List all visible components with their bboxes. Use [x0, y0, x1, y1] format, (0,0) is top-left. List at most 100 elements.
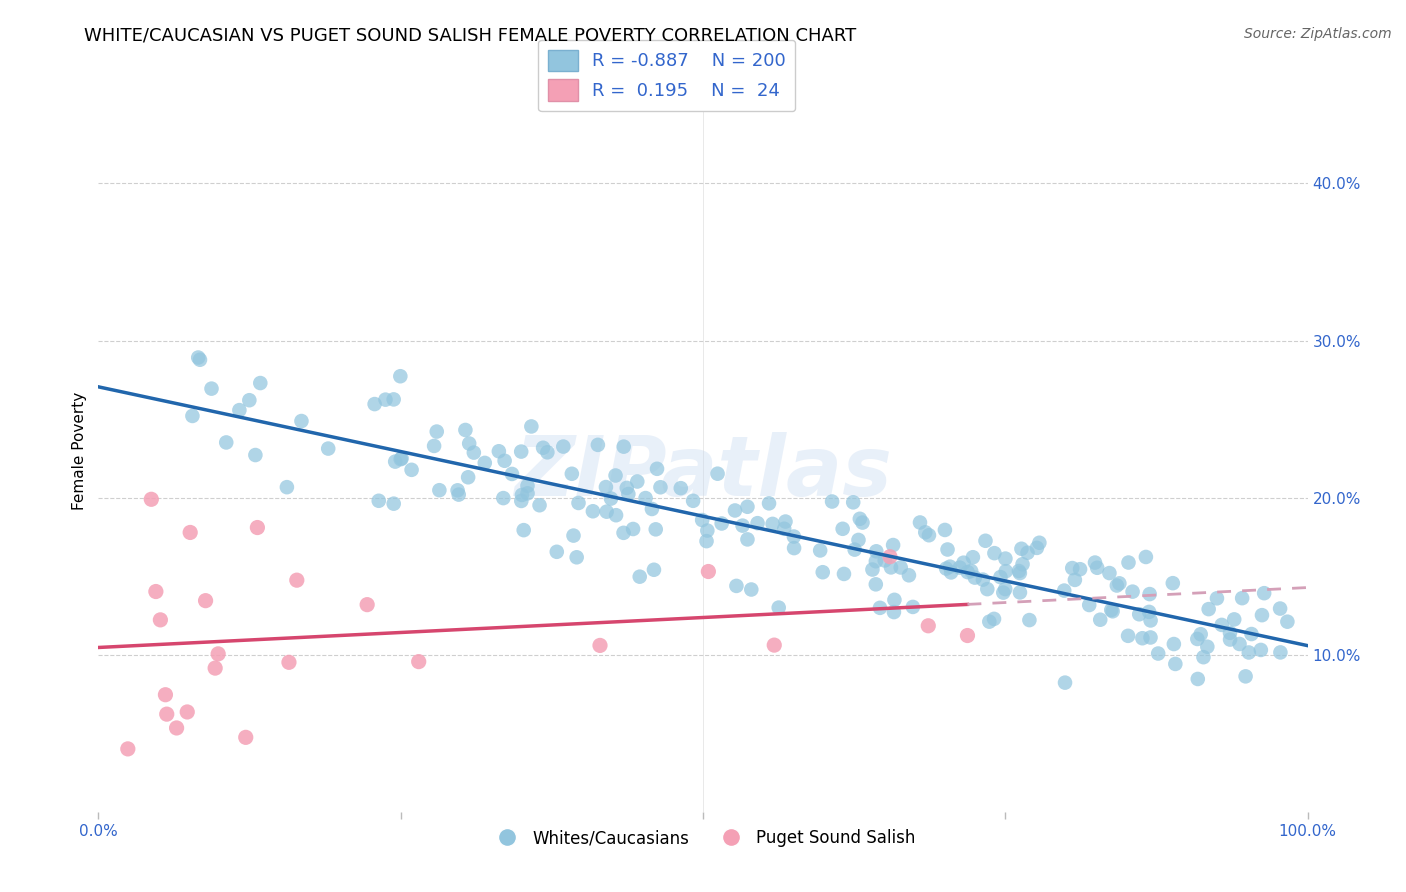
Point — [1018, 613, 1040, 627]
Point — [983, 546, 1005, 560]
Point — [391, 451, 413, 466]
Point — [245, 448, 267, 462]
Point — [737, 500, 759, 514]
Point — [1147, 647, 1170, 661]
Point — [869, 600, 891, 615]
Point — [1237, 645, 1260, 659]
Point — [389, 369, 412, 384]
Point — [1161, 576, 1184, 591]
Point — [643, 563, 665, 577]
Point — [149, 613, 172, 627]
Point — [536, 445, 558, 459]
Point — [246, 520, 269, 534]
Point — [849, 512, 872, 526]
Point — [956, 565, 979, 579]
Point — [763, 638, 786, 652]
Point — [463, 445, 485, 459]
Point — [983, 612, 1005, 626]
Point — [773, 522, 796, 536]
Point — [546, 545, 568, 559]
Point — [1229, 637, 1251, 651]
Point — [553, 440, 575, 454]
Point — [626, 475, 648, 489]
Point — [1223, 612, 1246, 626]
Point — [1139, 631, 1161, 645]
Point — [783, 541, 806, 555]
Point — [1137, 605, 1160, 619]
Point — [952, 556, 974, 570]
Point — [586, 438, 609, 452]
Point — [1008, 564, 1031, 578]
Point — [696, 534, 718, 549]
Point — [1268, 601, 1291, 615]
Point — [1270, 645, 1292, 659]
Point — [908, 516, 931, 530]
Point — [994, 582, 1017, 596]
Point — [1105, 578, 1128, 592]
Point — [616, 481, 638, 495]
Point — [1025, 541, 1047, 555]
Point — [1098, 566, 1121, 580]
Point — [842, 495, 865, 509]
Point — [897, 568, 920, 582]
Point — [1090, 613, 1112, 627]
Point — [510, 494, 533, 508]
Point — [994, 551, 1017, 566]
Point — [918, 528, 941, 542]
Point — [561, 467, 583, 481]
Point — [249, 376, 271, 390]
Point — [617, 487, 640, 501]
Point — [356, 598, 378, 612]
Point — [725, 579, 748, 593]
Point — [882, 538, 904, 552]
Point — [187, 351, 209, 365]
Point — [179, 525, 201, 540]
Point — [1250, 643, 1272, 657]
Point — [890, 560, 912, 574]
Point — [235, 731, 257, 745]
Point — [401, 463, 423, 477]
Point — [501, 467, 523, 481]
Point — [939, 566, 962, 580]
Point — [516, 486, 538, 500]
Point — [990, 570, 1012, 584]
Point — [962, 550, 984, 565]
Point — [474, 456, 496, 470]
Point — [1187, 632, 1209, 646]
Point — [1028, 535, 1050, 549]
Point — [1069, 562, 1091, 576]
Point — [382, 392, 405, 407]
Point — [949, 560, 972, 574]
Point — [628, 570, 651, 584]
Point — [811, 565, 834, 579]
Point — [641, 502, 664, 516]
Point — [228, 403, 250, 417]
Point — [488, 444, 510, 458]
Point — [429, 483, 451, 498]
Point — [901, 599, 924, 614]
Point — [1084, 556, 1107, 570]
Point — [883, 592, 905, 607]
Point — [851, 516, 873, 530]
Point — [1063, 573, 1085, 587]
Point — [669, 481, 692, 495]
Point — [724, 503, 747, 517]
Point — [1085, 561, 1108, 575]
Point — [758, 496, 780, 510]
Point — [1163, 637, 1185, 651]
Point — [696, 524, 718, 538]
Point — [1277, 615, 1299, 629]
Point — [582, 504, 605, 518]
Point — [510, 488, 533, 502]
Point — [783, 530, 806, 544]
Point — [1053, 583, 1076, 598]
Point — [1234, 669, 1257, 683]
Legend: Whites/Caucasians, Puget Sound Salish: Whites/Caucasians, Puget Sound Salish — [484, 822, 922, 854]
Point — [1011, 558, 1033, 572]
Point — [613, 440, 636, 454]
Point — [939, 559, 962, 574]
Point — [848, 533, 870, 547]
Point — [1128, 607, 1150, 622]
Point — [117, 742, 139, 756]
Point — [492, 491, 515, 505]
